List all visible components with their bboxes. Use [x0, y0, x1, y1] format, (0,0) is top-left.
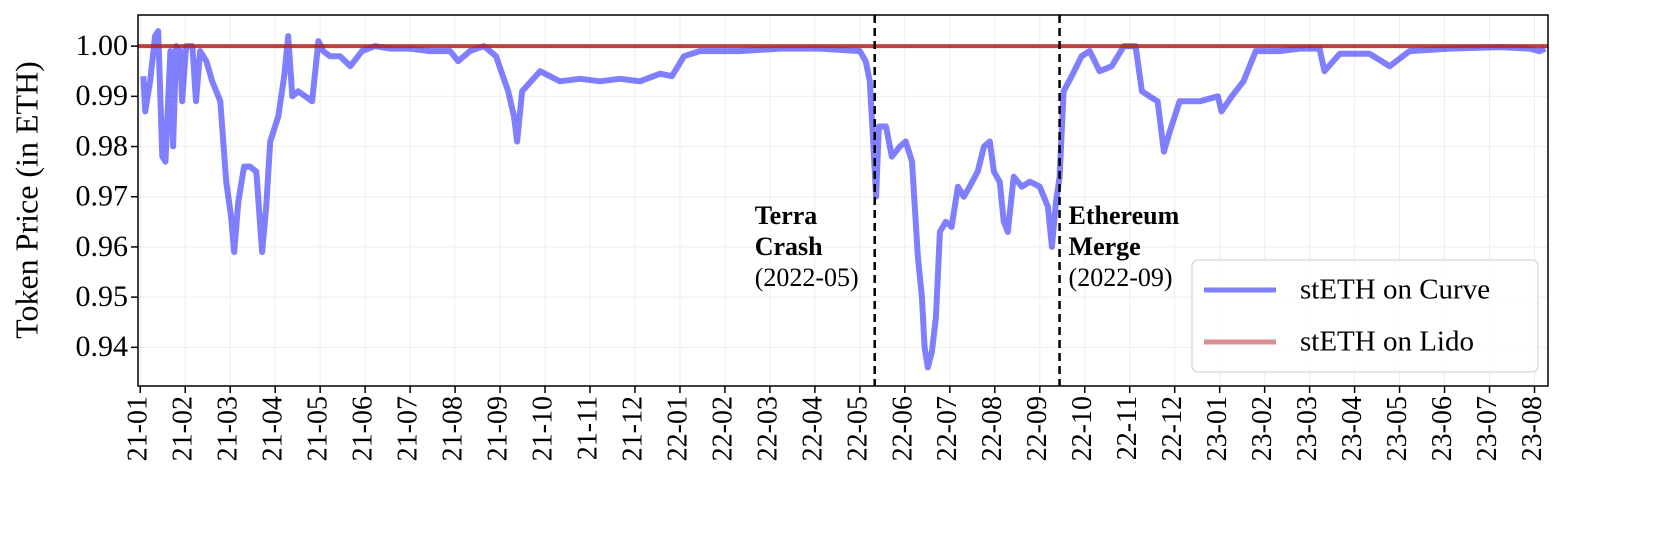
- x-tick-label: 23-07: [1472, 396, 1503, 461]
- annotation: Merge: [1069, 232, 1141, 261]
- x-tick-label: 21-03: [213, 396, 244, 461]
- x-tick-label: 23-04: [1337, 396, 1368, 461]
- x-tick-label: 23-01: [1202, 396, 1233, 461]
- legend: stETH on Curve stETH on Lido: [1191, 259, 1539, 373]
- x-tick-label: 22-12: [1157, 396, 1188, 461]
- x-tick-label: 21-08: [438, 396, 469, 461]
- x-tick-label: 21-01: [123, 396, 154, 461]
- x-tick-label: 22-09: [1022, 396, 1053, 461]
- x-tick-label: 21-02: [168, 396, 199, 461]
- y-tick-label: 0.95: [76, 280, 129, 313]
- x-tick-label: 21-10: [527, 396, 558, 461]
- x-tick-label: 23-03: [1292, 396, 1323, 461]
- x-tick-label: 23-08: [1517, 396, 1548, 461]
- line-series: [140, 28, 1547, 371]
- x-tick-label: 22-03: [752, 396, 783, 461]
- x-tick-label: 22-04: [797, 396, 828, 461]
- annotation-note: (2022-09): [1069, 263, 1173, 292]
- annotation: Crash: [755, 232, 823, 261]
- x-tick-label: 21-04: [258, 396, 289, 461]
- y-axis-label: Token Price (in ETH): [8, 61, 44, 339]
- x-tick-label: 21-11: [572, 396, 603, 460]
- annotation-note: (2022-05): [755, 263, 859, 292]
- y-tick-label: 0.97: [76, 180, 129, 213]
- x-tick-label: 22-08: [977, 396, 1008, 461]
- legend-box: [1191, 259, 1539, 373]
- legend-label: stETH on Curve: [1300, 274, 1490, 306]
- x-tick-label: 22-05: [842, 396, 873, 461]
- x-tick-label: 21-06: [348, 396, 379, 461]
- x-tick-label: 22-01: [662, 396, 693, 461]
- x-tick-label: 23-05: [1382, 396, 1413, 461]
- annotation: Terra: [755, 201, 818, 230]
- x-tick-label: 21-05: [303, 396, 334, 461]
- y-tick-label: 0.98: [76, 129, 129, 162]
- y-tick-label: 0.94: [76, 330, 129, 363]
- y-tick-label: 1.00: [76, 29, 129, 62]
- plot-frame: [137, 14, 1549, 387]
- y-tick-label: 0.99: [76, 79, 129, 112]
- x-tick-label: 22-07: [932, 396, 963, 461]
- x-tick-label: 23-02: [1247, 396, 1278, 461]
- x-tick-label: 21-09: [482, 396, 513, 461]
- y-tick-label: 0.96: [76, 230, 129, 263]
- x-tick-label: 23-06: [1427, 396, 1458, 461]
- legend-label: stETH on Lido: [1300, 326, 1474, 358]
- x-tick-label: 22-02: [707, 396, 738, 461]
- x-tick-label: 21-12: [617, 396, 648, 461]
- x-tick-label: 22-11: [1112, 396, 1143, 460]
- annotation: Ethereum: [1069, 201, 1180, 230]
- x-tick-label: 22-10: [1067, 396, 1098, 461]
- x-tick-label: 21-07: [393, 396, 424, 461]
- x-tick-label: 22-06: [887, 396, 918, 461]
